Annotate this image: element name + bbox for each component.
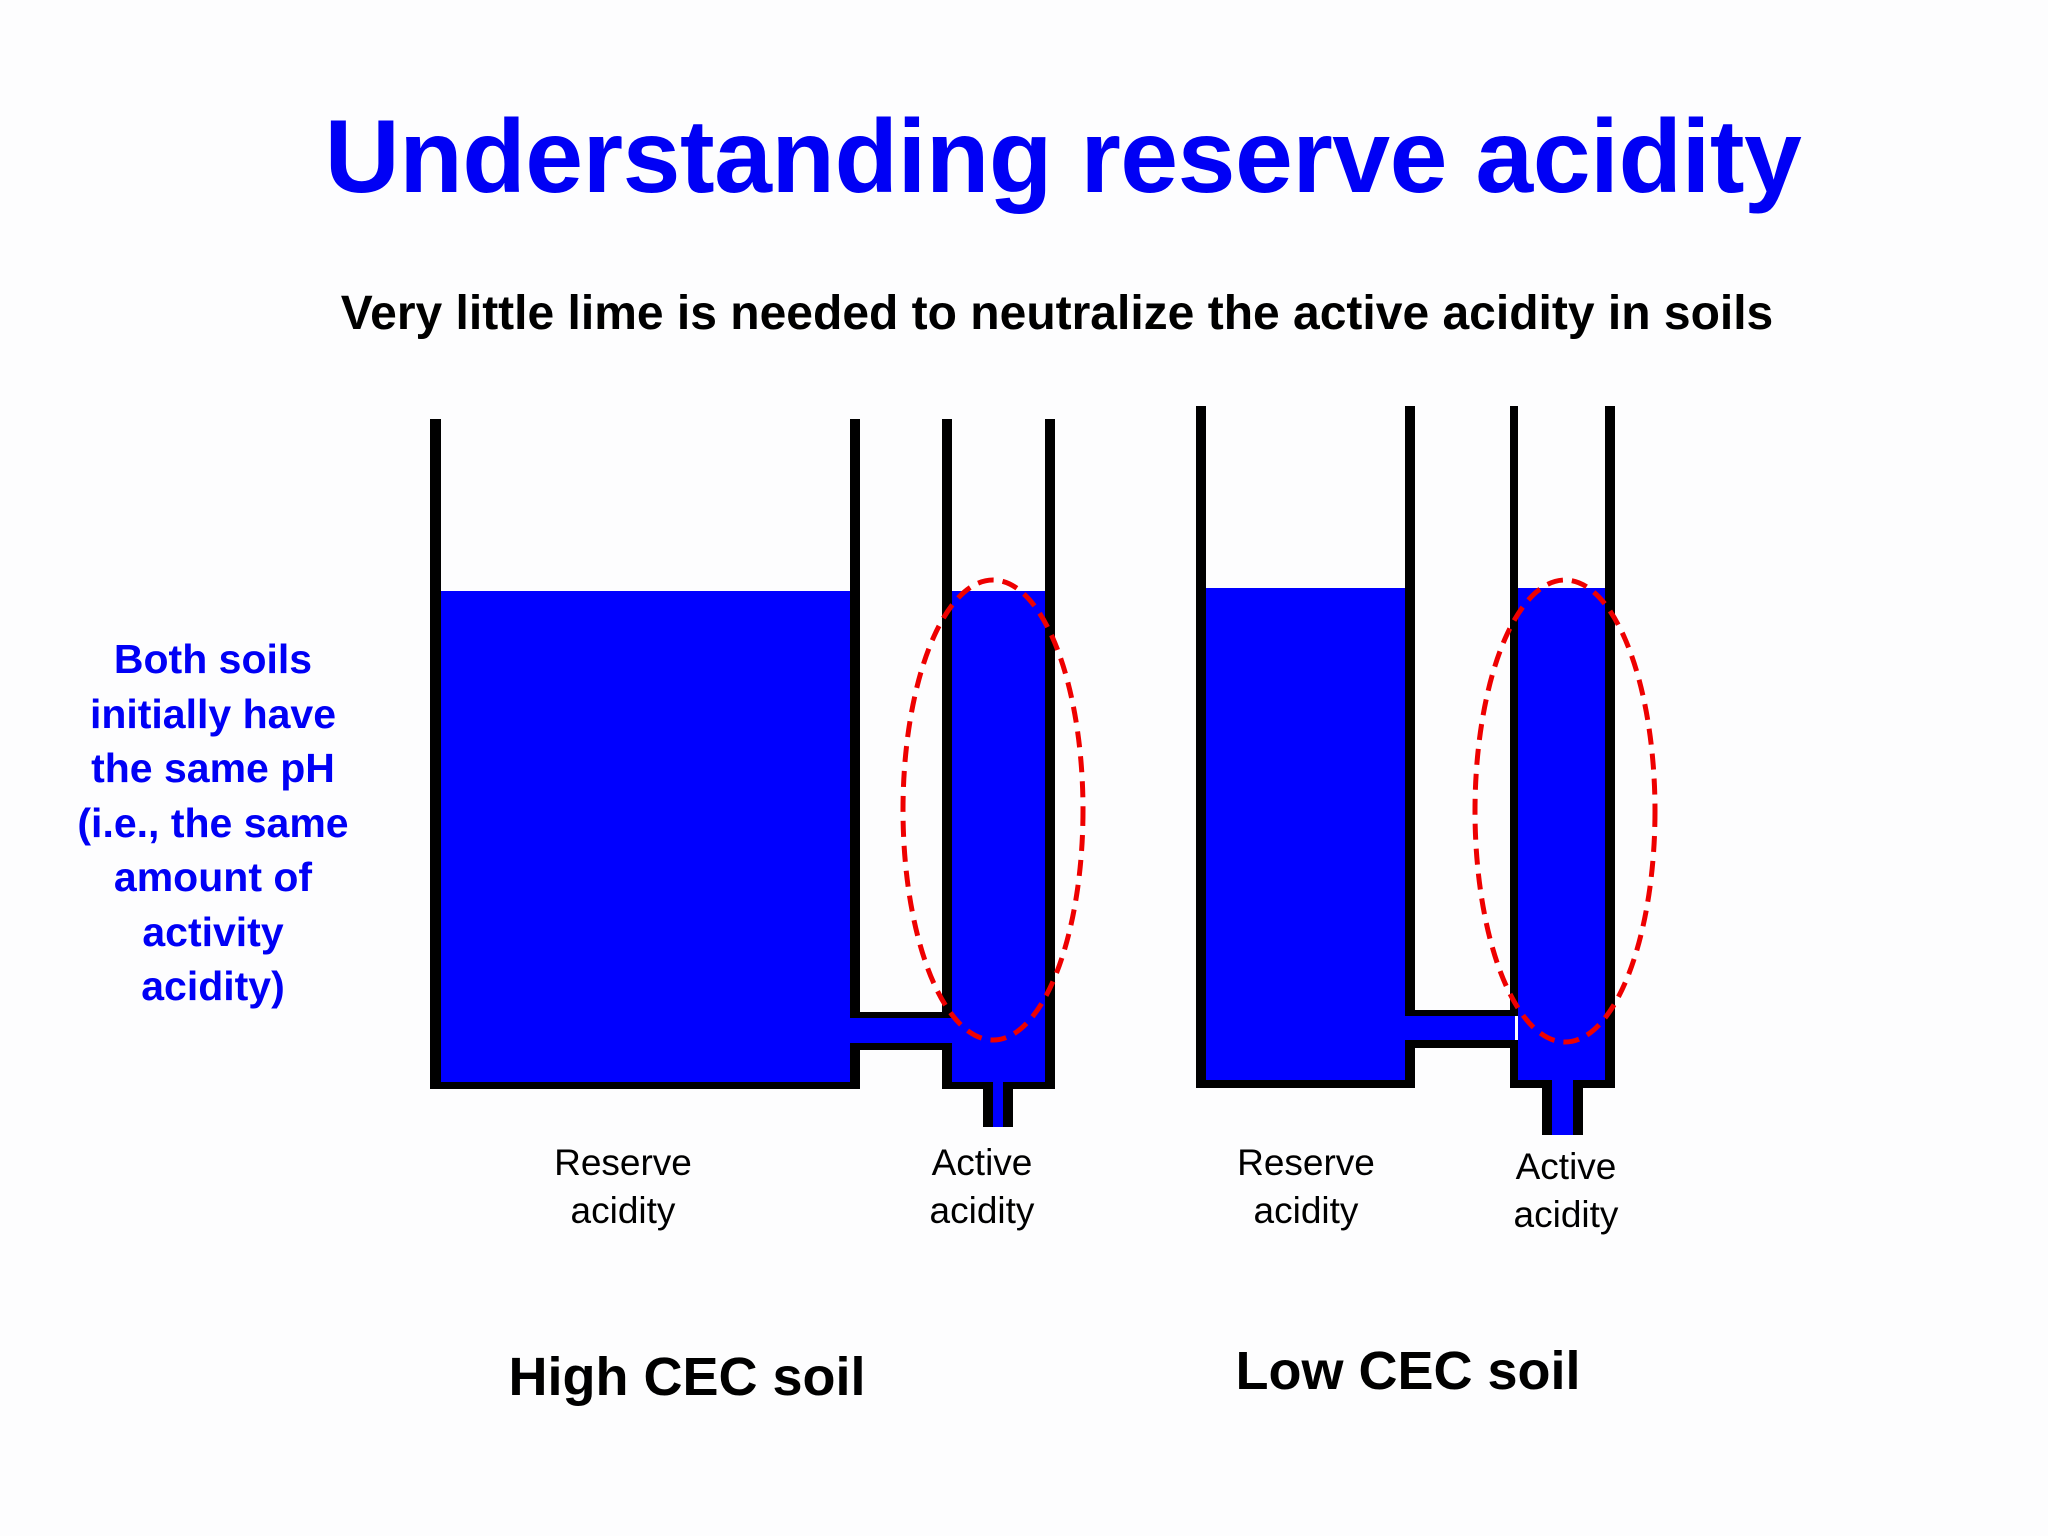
drain-liquid [1552,1080,1573,1135]
low-cec-tank-diagram [1196,406,1658,1135]
connector-liquid [1405,1016,1515,1040]
low-cec-liquid [1206,588,1605,1135]
side-note-line: Both soils [113,636,313,682]
low-cec-soil-caption: Low CEC soil [1235,1341,1581,1401]
active-acidity-highlight-ellipse [900,577,1086,1043]
low-cec-reserve-acidity-label: Reserve acidity [1186,1139,1426,1235]
reserve-acidity-liquid [441,591,851,1082]
side-note-line: amount of [113,854,313,900]
high-cec-tank-diagram [430,419,1086,1127]
high-cec-liquid [441,591,1045,1127]
side-note: Both soils initially have the same pH (i… [40,632,386,1014]
active-acidity-highlight-ellipse [1472,577,1658,1045]
low-cec-active-acidity-label: Active acidity [1446,1143,1686,1239]
side-note-line: initially have [89,690,337,737]
label-line: Reserve [554,1142,692,1183]
side-note-line: the same pH [91,745,335,791]
side-note-line: (i.e., the same [77,799,349,846]
label-line: acidity [929,1190,1035,1231]
slide-title: Understanding reserve acidity [324,99,1802,215]
low-cec-walls [1196,406,1615,1135]
active-acidity-liquid [1518,588,1605,1080]
label-line: acidity [570,1190,676,1231]
label-line: Active [1515,1146,1617,1187]
side-note-line: activity [142,908,284,955]
active-acidity-liquid [952,591,1045,1082]
side-note-line: acidity) [141,963,285,1009]
slide-subtitle: Very little lime is needed to neutralize… [340,287,1774,340]
connector-liquid [851,1018,952,1043]
label-line: Active [931,1142,1033,1183]
drain-liquid [993,1082,1003,1127]
label-line: Reserve [1237,1142,1375,1183]
reserve-acidity-liquid [1206,588,1405,1080]
high-cec-reserve-acidity-label: Reserve acidity [503,1139,743,1235]
high-cec-soil-caption: High CEC soil [508,1347,866,1407]
high-cec-active-acidity-label: Active acidity [862,1139,1102,1235]
label-line: acidity [1253,1190,1359,1231]
label-line: acidity [1513,1194,1619,1235]
high-cec-walls [430,419,1055,1127]
